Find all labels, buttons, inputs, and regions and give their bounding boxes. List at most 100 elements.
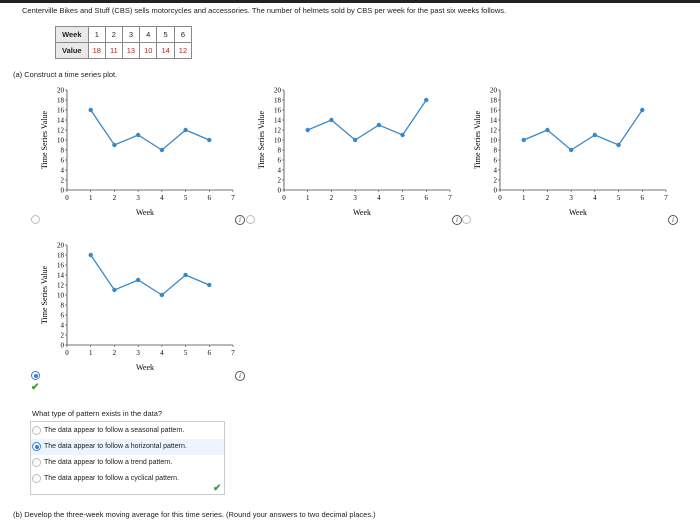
y-tick-label: 18 (490, 96, 498, 104)
pattern-option-trend[interactable]: The data appear to follow a trend patter… (31, 455, 224, 471)
y-tick-label: 14 (274, 116, 282, 124)
data-point (640, 107, 645, 113)
week-cell: 6 (173, 26, 193, 43)
chart-option-2-radio[interactable] (246, 215, 255, 224)
y-tick-label: 4 (61, 166, 65, 174)
pattern-option-label: The data appear to follow a horizontal p… (44, 443, 187, 450)
chart-option-1-radio[interactable] (31, 215, 40, 224)
y-tick-label: 20 (490, 86, 498, 94)
data-point (568, 147, 574, 153)
week-cell: 5 (156, 26, 175, 43)
y-tick-label: 14 (57, 271, 65, 279)
pattern-option-horizontal[interactable]: The data appear to follow a horizontal p… (31, 439, 224, 455)
y-tick-label: 12 (490, 126, 498, 134)
y-tick-label: 16 (490, 106, 498, 114)
x-tick-label: 2 (113, 194, 117, 202)
pattern-option-radio[interactable] (32, 442, 41, 451)
data-point (376, 122, 382, 128)
y-tick-label: 6 (278, 156, 282, 164)
y-tick-label: 2 (61, 331, 65, 339)
x-tick-label: 6 (425, 194, 429, 202)
y-tick-label: 8 (61, 146, 65, 154)
data-point (207, 282, 212, 288)
x-tick-label: 5 (401, 194, 405, 202)
y-tick-label: 4 (278, 166, 282, 174)
pattern-option-cyclical[interactable]: The data appear to follow a cyclical pat… (31, 471, 224, 487)
x-tick-label: 4 (593, 194, 597, 202)
y-tick-label: 18 (57, 251, 65, 259)
y-tick-label: 10 (274, 136, 282, 144)
data-point (207, 137, 212, 143)
x-tick-label: 4 (377, 194, 381, 202)
pattern-option-radio[interactable] (32, 474, 41, 483)
y-axis-label: Time Series Value (473, 110, 482, 169)
value-cell: 10 (139, 42, 158, 59)
correct-check-icon: ✔ (213, 483, 222, 494)
value-cell: 11 (104, 42, 123, 59)
problem-intro: Centerville Bikes and Stuff (CBS) sells … (22, 6, 507, 15)
x-tick-label: 6 (641, 194, 645, 202)
x-tick-label: 1 (89, 194, 93, 202)
x-tick-label: 5 (184, 349, 188, 357)
data-point (159, 292, 165, 298)
data-point (159, 147, 165, 153)
x-tick-label: 3 (353, 194, 357, 202)
data-point (616, 142, 621, 148)
y-tick-label: 2 (61, 176, 65, 184)
y-tick-label: 8 (61, 301, 65, 309)
series-line (523, 109, 643, 151)
y-tick-label: 16 (274, 106, 282, 114)
y-tick-label: 4 (61, 321, 65, 329)
y-tick-label: 20 (57, 86, 65, 94)
y-axis-label: Time Series Value (40, 110, 49, 169)
data-point (592, 132, 598, 138)
data-point (329, 117, 334, 123)
series-line (90, 254, 210, 296)
x-axis-label: Week (136, 208, 154, 217)
y-tick-label: 6 (61, 156, 65, 164)
x-tick-label: 7 (448, 194, 452, 202)
pattern-option-radio[interactable] (32, 458, 41, 467)
value-cell: 13 (121, 42, 141, 59)
part-b-label: (b) Develop the three-week moving averag… (13, 510, 376, 519)
y-tick-label: 4 (494, 166, 498, 174)
y-tick-label: 20 (274, 86, 282, 94)
x-axis-label: Week (136, 363, 154, 372)
week-cell: 4 (139, 26, 158, 43)
data-point (183, 127, 188, 133)
info-icon[interactable]: i (668, 215, 678, 225)
x-tick-label: 2 (546, 194, 550, 202)
pattern-options: The data appear to follow a seasonal pat… (30, 421, 225, 495)
info-icon[interactable]: i (235, 371, 245, 381)
y-tick-label: 14 (57, 116, 65, 124)
pattern-option-label: The data appear to follow a trend patter… (44, 459, 173, 466)
time-series-chart-option-2: Time Series Value 0 2 4 6 8 10 12 14 16 18 20 0 1 2 3 4 5… (252, 82, 482, 232)
y-axis-label: Time Series Value (40, 265, 49, 324)
y-tick-label: 0 (61, 186, 65, 194)
pattern-option-seasonal[interactable]: The data appear to follow a seasonal pat… (31, 423, 224, 439)
y-tick-label: 20 (57, 241, 65, 249)
data-point (545, 127, 550, 133)
pattern-option-label: The data appear to follow a cyclical pat… (44, 475, 180, 482)
x-tick-label: 7 (231, 349, 235, 357)
chart-option-4-radio[interactable] (31, 371, 40, 380)
info-icon[interactable]: i (235, 215, 245, 225)
series-line (90, 109, 210, 151)
week-header: Week (55, 26, 89, 43)
info-icon[interactable]: i (452, 215, 462, 225)
y-tick-label: 10 (57, 136, 65, 144)
x-tick-label: 3 (136, 194, 140, 202)
y-tick-label: 12 (57, 126, 65, 134)
pattern-option-radio[interactable] (32, 426, 41, 435)
data-point (88, 252, 93, 258)
chart-option-3-radio[interactable] (462, 215, 471, 224)
correct-check-icon: ✔ (31, 382, 40, 393)
pattern-question: What type of pattern exists in the data? (32, 409, 163, 418)
data-point (135, 132, 141, 138)
y-tick-label: 0 (61, 341, 65, 349)
data-point (183, 272, 188, 278)
week-cell: 1 (87, 26, 106, 43)
